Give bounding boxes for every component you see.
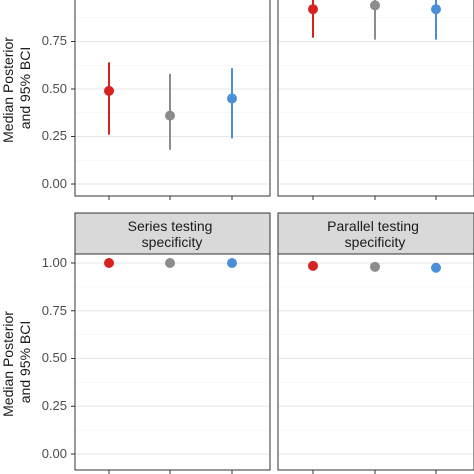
- strip-title-series-line-2: specificity: [142, 234, 203, 250]
- panel-plot-area-bottom-right: [278, 260, 474, 455]
- top-y-axis-title-line-1: Median Posterior: [0, 37, 16, 143]
- panel-border-top-left: [74, 0, 271, 197]
- median-point-1: [104, 85, 114, 96]
- ytick-label-bottom-0-25: 0.25: [42, 398, 67, 413]
- ytick-label-top-0-25: 0.25: [42, 128, 67, 143]
- panel-top-right: [277, 0, 474, 200]
- strip-background-series: [74, 212, 271, 255]
- top-left-ytick-labels: 0.75 0.50 0.25 0.00: [42, 33, 67, 191]
- median-point-3: [431, 4, 441, 15]
- ytick-label-bottom-0-50: 0.50: [42, 350, 67, 365]
- ytick-label-bottom-0-00: 0.00: [42, 446, 67, 461]
- panel-background-top-left: [75, 0, 270, 196]
- panel-plot-area-top-right: [278, 0, 474, 185]
- bottom-left-ytick-labels: 1.00 0.75 0.50 0.25 0.00: [42, 255, 67, 461]
- median-point-3: [227, 258, 237, 268]
- top-y-axis-title-line-2: and 95% BCI: [17, 47, 33, 130]
- panel-background-bottom-right: [278, 254, 474, 470]
- median-point-2: [370, 261, 380, 272]
- median-point-2: [370, 0, 380, 11]
- median-point-1: [308, 4, 318, 15]
- median-point-3: [431, 262, 441, 273]
- median-point-2: [165, 110, 175, 121]
- panel-top-left: [71, 0, 271, 200]
- strip-background-parallel: [277, 212, 474, 255]
- ytick-label-top-0-00: 0.00: [42, 176, 67, 191]
- strip-parallel-specificity: Parallel testing specificity: [277, 212, 474, 255]
- panel-bottom-right: [277, 253, 474, 474]
- panel-plot-area-bottom-left: [75, 258, 270, 455]
- median-point-3: [227, 93, 237, 104]
- ytick-label-bottom-0-75: 0.75: [42, 303, 67, 318]
- bottom-y-axis-title: Median Posterior and 95% BCI: [0, 307, 33, 417]
- median-point-2: [165, 258, 175, 268]
- median-point-1: [308, 260, 318, 271]
- panel-plot-area-top-left: [75, 17, 270, 185]
- strip-title-parallel: Parallel testing specificity: [327, 218, 423, 250]
- panel-border-top-right: [277, 0, 474, 197]
- panel-bottom-left: [71, 253, 271, 474]
- strip-title-series-line-1: Series testing: [128, 218, 213, 234]
- top-y-axis-title: Median Posterior and 95% BCI: [0, 33, 33, 143]
- strip-series-specificity: Series testing specificity: [74, 212, 271, 255]
- panel-layer: [71, 0, 474, 474]
- strip-title-parallel-line-1: Parallel testing: [327, 218, 419, 234]
- strip-title-series: Series testing specificity: [128, 218, 217, 250]
- strip-title-parallel-line-2: specificity: [345, 234, 406, 250]
- bottom-y-axis-title-line-2: and 95% BCI: [17, 321, 33, 404]
- ytick-label-top-0-75: 0.75: [42, 33, 67, 48]
- panel-background-bottom-left: [75, 254, 270, 470]
- ytick-label-bottom-1-00: 1.00: [42, 255, 67, 270]
- median-point-1: [104, 258, 114, 268]
- bottom-y-axis-title-line-1: Median Posterior: [0, 311, 16, 417]
- ytick-label-top-0-50: 0.50: [42, 81, 67, 96]
